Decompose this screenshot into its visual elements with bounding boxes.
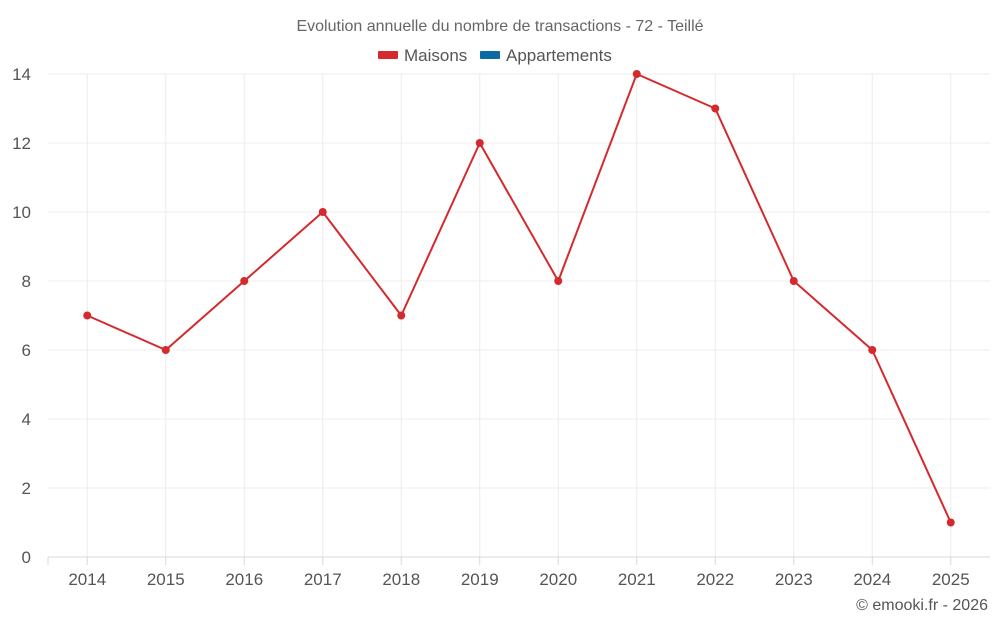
series-line-maisons xyxy=(86,73,952,524)
data-point-maisons-2017[interactable] xyxy=(318,208,327,216)
y-tick-label: 2 xyxy=(22,479,31,498)
data-point-maisons-2023[interactable] xyxy=(789,277,798,285)
x-tick-label: 2016 xyxy=(225,570,263,589)
x-tick-label: 2019 xyxy=(461,570,499,589)
x-tick-label: 2022 xyxy=(696,570,734,589)
x-tick-label: 2023 xyxy=(775,570,813,589)
x-tick-label: 2024 xyxy=(853,570,891,589)
legend-swatch-appartements xyxy=(480,51,500,59)
legend-swatch-maisons xyxy=(378,51,398,59)
legend-label-maisons: Maisons xyxy=(404,46,467,65)
legend-label-appartements: Appartements xyxy=(506,46,612,65)
x-tick-label: 2018 xyxy=(382,570,420,589)
legend: Maisons Appartements xyxy=(378,46,612,65)
data-point-maisons-2022[interactable] xyxy=(711,104,720,113)
data-point-maisons-2024[interactable] xyxy=(868,346,877,354)
legend-item-maisons[interactable]: Maisons xyxy=(378,46,467,65)
y-tick-label: 10 xyxy=(12,203,31,222)
data-point-maisons-2020[interactable] xyxy=(554,277,563,285)
x-tick-label: 2015 xyxy=(147,570,185,589)
axes: 0 2 4 6 8 10 12 14 2014 2015 2016 2017 2018 2019 2020 2… xyxy=(12,65,990,589)
x-tick-label: 2020 xyxy=(539,570,577,589)
data-point-maisons-2025[interactable] xyxy=(946,518,955,527)
x-tick-label: 2021 xyxy=(618,570,656,589)
data-point-maisons-2015[interactable] xyxy=(161,346,170,354)
data-point-maisons-2019[interactable] xyxy=(475,139,484,147)
grid xyxy=(48,73,990,557)
y-tick-label: 12 xyxy=(12,134,31,153)
y-tick-label: 14 xyxy=(12,65,31,84)
legend-item-appartements[interactable]: Appartements xyxy=(480,46,612,65)
data-point-maisons-2016[interactable] xyxy=(240,277,249,285)
data-point-maisons-2021[interactable] xyxy=(632,70,641,78)
x-tick-label: 2014 xyxy=(68,570,106,589)
chart-title: Evolution annuelle du nombre de transact… xyxy=(296,18,703,35)
series-layer xyxy=(83,70,955,527)
y-tick-label: 6 xyxy=(22,341,31,360)
x-tick-label: 2017 xyxy=(304,570,342,589)
data-point-maisons-2014[interactable] xyxy=(83,311,92,320)
y-tick-label: 4 xyxy=(22,410,31,429)
y-tick-label: 8 xyxy=(22,272,31,291)
credit-text: © emooki.fr - 2026 xyxy=(856,597,988,614)
x-tick-label: 2025 xyxy=(932,570,970,589)
data-point-maisons-2018[interactable] xyxy=(397,311,406,320)
y-tick-label: 0 xyxy=(22,548,31,567)
